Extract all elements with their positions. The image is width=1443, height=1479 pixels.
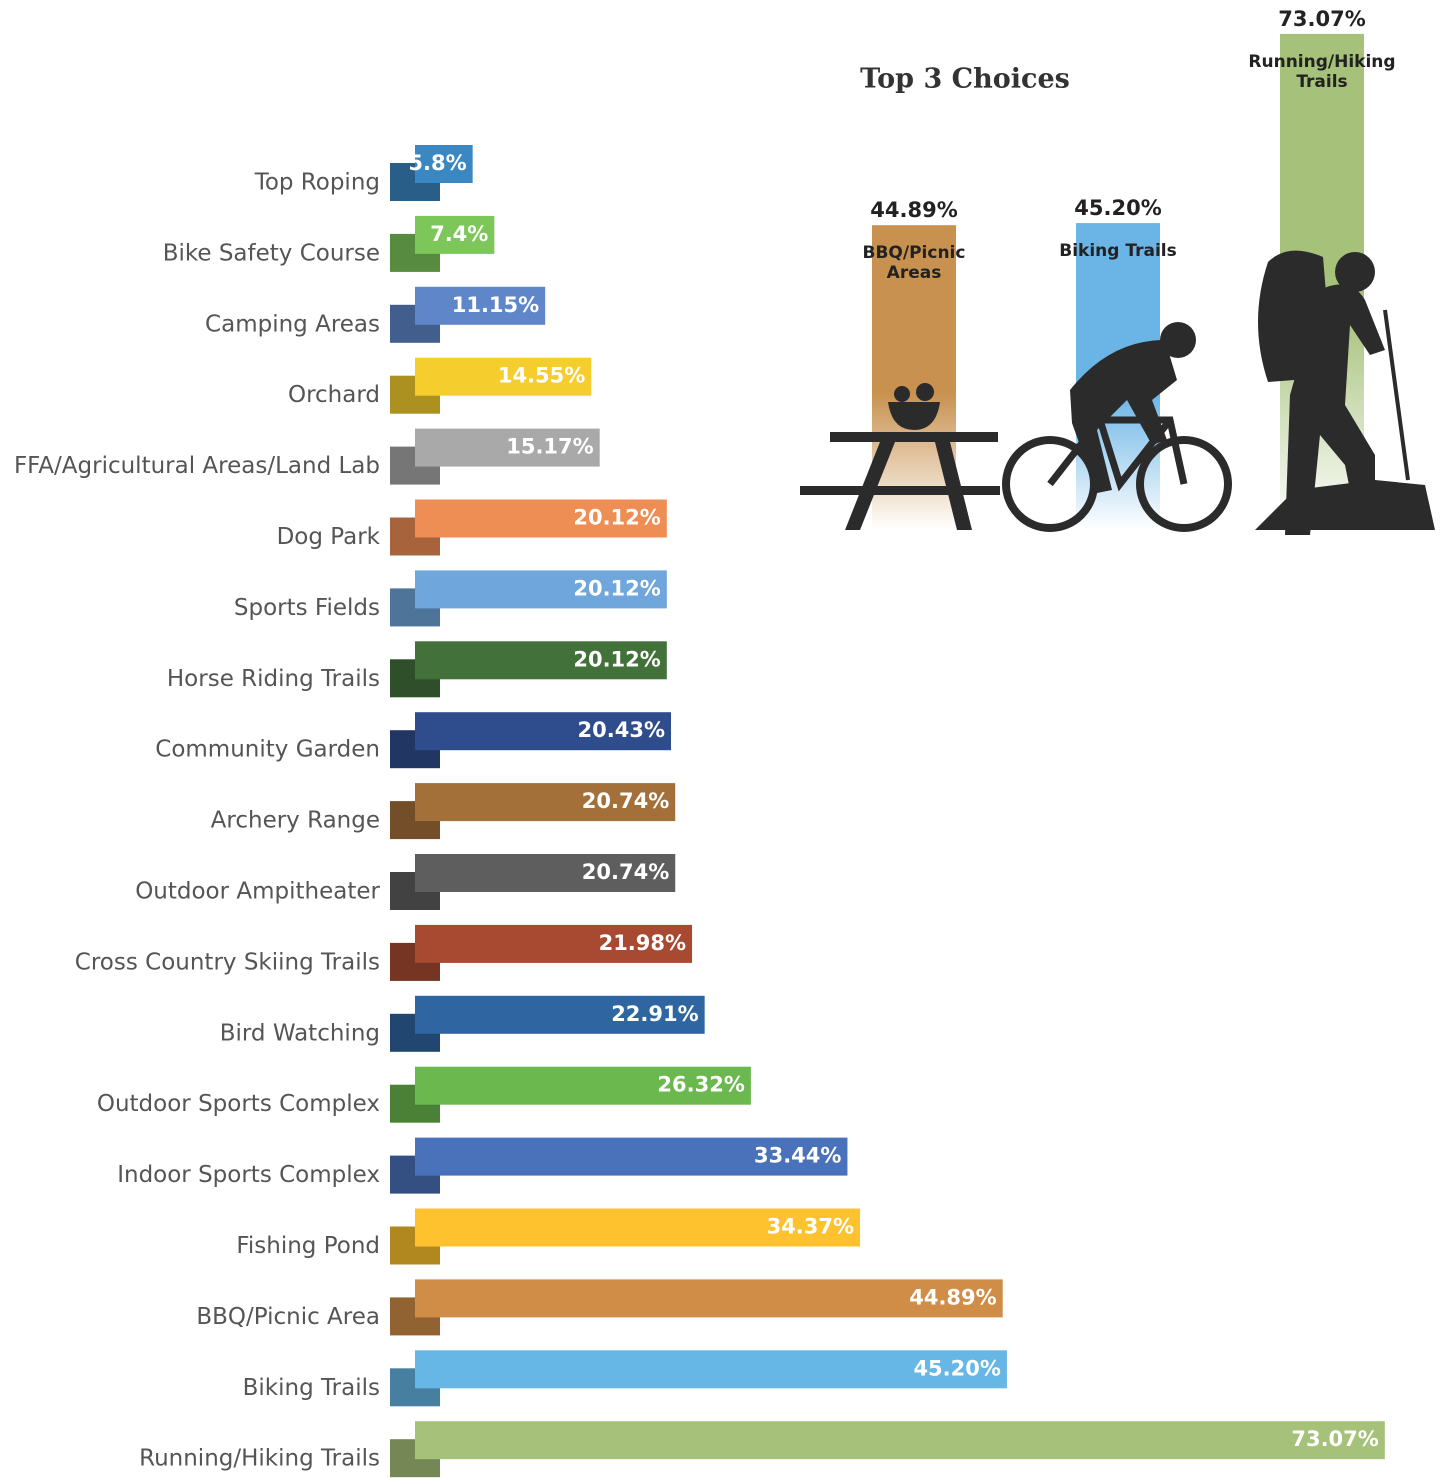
bar [415, 1279, 1003, 1318]
category-label: Outdoor Sports Complex [97, 1091, 380, 1117]
value-label: 20.12% [573, 576, 660, 600]
bar [415, 1208, 861, 1247]
value-label: 15.17% [506, 435, 593, 459]
category-label: Indoor Sports Complex [117, 1162, 380, 1188]
bar [415, 428, 600, 467]
category-label: BBQ/Picnic Area [196, 1304, 380, 1330]
value-label: 20.12% [573, 647, 660, 671]
bar [415, 499, 667, 538]
bar [415, 854, 676, 892]
bar [415, 357, 592, 396]
category-label: Fishing Pond [236, 1233, 380, 1259]
bar [415, 215, 495, 254]
bar [415, 145, 473, 183]
category-label: Running/Hiking Trails [139, 1446, 380, 1472]
value-label: 33.44% [754, 1144, 841, 1168]
top-value-label: 45.20% [1074, 196, 1161, 220]
category-label: Biking Trails [243, 1375, 380, 1401]
bar [415, 1350, 1007, 1389]
value-label: 21.98% [599, 931, 686, 955]
inset-title: Top 3 Choices [860, 64, 1070, 95]
bar [415, 924, 693, 963]
value-label: 45.20% [913, 1356, 1000, 1380]
value-label: 5.8% [408, 151, 466, 175]
top-value-label: 73.07% [1278, 7, 1365, 31]
bar [415, 1137, 848, 1176]
category-label: Orchard [288, 382, 380, 408]
category-label: Archery Range [211, 808, 380, 834]
bar [415, 783, 676, 822]
top-category-label: BBQ/Picnic Areas [862, 243, 966, 284]
bar [415, 1421, 1385, 1460]
value-label: 73.07% [1291, 1427, 1378, 1451]
top-bar [872, 225, 956, 530]
category-label: Outdoor Ampitheater [135, 879, 380, 905]
value-label: 11.15% [452, 293, 539, 317]
value-label: 20.74% [582, 789, 669, 813]
value-label: 26.32% [657, 1073, 744, 1097]
category-label: FFA/Agricultural Areas/Land Lab [14, 453, 380, 479]
bar [415, 995, 705, 1034]
category-label: Community Garden [155, 737, 380, 763]
bar [415, 286, 546, 325]
category-label: Bike Safety Course [163, 240, 380, 266]
value-label: 20.12% [573, 506, 660, 530]
silhouettes [800, 250, 1435, 535]
bar [415, 712, 672, 751]
bar [415, 570, 667, 609]
category-label: Top Roping [254, 170, 380, 196]
top-value-label: 44.89% [870, 198, 957, 222]
category-label: Sports Fields [234, 595, 380, 621]
value-label: 44.89% [909, 1285, 996, 1309]
value-label: 34.37% [767, 1215, 854, 1239]
category-label: Dog Park [277, 524, 381, 550]
bar [415, 641, 667, 680]
value-label: 20.43% [578, 718, 665, 742]
value-label: 20.74% [582, 860, 669, 884]
category-label: Horse Riding Trails [167, 666, 380, 692]
value-label: 14.55% [498, 364, 585, 388]
top-category-label: Biking Trails [1059, 241, 1177, 262]
category-label: Cross Country Skiing Trails [75, 949, 380, 975]
value-label: 7.4% [430, 222, 488, 246]
bar [415, 1066, 751, 1105]
category-label: Camping Areas [205, 311, 380, 337]
value-label: 22.91% [611, 1002, 698, 1026]
category-label: Bird Watching [220, 1020, 380, 1046]
top-category-label: Running/Hiking Trails [1248, 51, 1396, 92]
